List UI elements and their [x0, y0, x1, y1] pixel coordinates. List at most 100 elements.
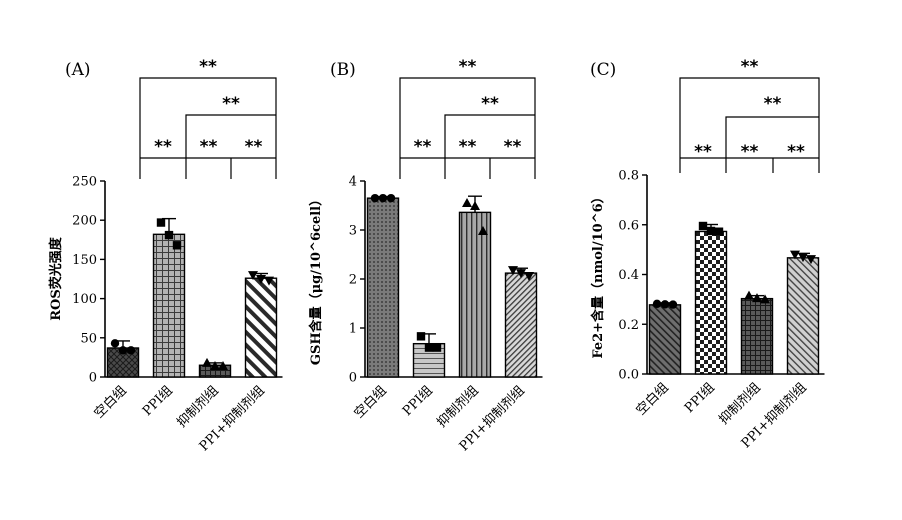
y-tick-label: 3 — [349, 224, 357, 239]
y-tick-label: 4 — [349, 175, 357, 190]
data-point — [126, 346, 136, 355]
panel-label: (A) — [65, 60, 91, 80]
data-point — [462, 198, 472, 208]
bar-2 — [694, 230, 728, 375]
data-point — [424, 343, 434, 352]
bar-4 — [786, 257, 820, 375]
data-point — [508, 266, 518, 276]
sig-bracket-outer — [399, 77, 536, 179]
data-point — [248, 271, 258, 281]
x-category-label: 空白组 — [633, 380, 672, 419]
data-point — [470, 200, 480, 210]
significance-mark: ** — [245, 137, 263, 157]
data-point — [264, 276, 274, 286]
y-tick-label: 1 — [349, 322, 357, 337]
y-tick-label: 0.2 — [618, 318, 639, 333]
significance-mark: ** — [414, 137, 432, 157]
data-point — [714, 227, 724, 236]
y-tick-label: 0 — [89, 371, 97, 386]
y-tick-label: 0.0 — [618, 368, 639, 383]
data-point — [118, 346, 128, 355]
data-point — [256, 275, 266, 284]
chart-panel-3: (C) 0.0 0.2 0.4 0.6 0.8 Fe2+含量（nmol/10^6） 空白组 PP… — [590, 57, 825, 451]
data-point — [110, 339, 120, 348]
bar-4 — [244, 277, 278, 378]
y-axis-title: ROS荧光强度 — [48, 236, 64, 321]
significance-mark: ** — [459, 137, 477, 157]
data-point — [172, 241, 182, 250]
significance-mark: ** — [741, 57, 759, 77]
data-point — [524, 272, 534, 282]
y-tick-label: 150 — [72, 253, 97, 268]
sig-bracket-inner — [444, 114, 535, 158]
data-point — [798, 253, 808, 263]
data-point — [210, 361, 220, 371]
bar-3 — [458, 211, 492, 378]
bar-1 — [648, 304, 682, 375]
data-point — [668, 300, 678, 309]
significance-mark: ** — [222, 94, 240, 114]
y-tick-label: 0.8 — [618, 169, 639, 184]
y-tick-label: 100 — [72, 292, 97, 307]
data-point — [478, 225, 488, 235]
bar-4 — [504, 272, 538, 378]
x-category-label: 空白组 — [351, 383, 390, 422]
data-point — [386, 193, 396, 203]
sig-bracket-inner — [725, 116, 819, 158]
x-category-label: 抑制剂组 — [434, 383, 481, 430]
data-point — [202, 357, 212, 367]
data-point — [156, 218, 166, 227]
sig-bracket-outer — [139, 77, 277, 179]
significance-mark: ** — [741, 142, 759, 162]
y-tick-label: 2 — [349, 273, 357, 288]
data-point — [790, 250, 800, 260]
significance-mark: ** — [154, 137, 172, 157]
data-point — [378, 193, 388, 203]
data-point — [416, 332, 426, 341]
data-point — [432, 343, 442, 352]
sig-bracket-outer — [679, 77, 820, 173]
x-category-label: PPI组 — [140, 383, 176, 419]
data-point — [516, 269, 526, 279]
x-category-label: 抑制剂组 — [716, 380, 763, 427]
panel-label: (B) — [330, 60, 356, 80]
significance-mark: ** — [787, 142, 805, 162]
data-point — [760, 294, 770, 304]
significance-mark: ** — [459, 57, 477, 77]
data-point — [806, 255, 816, 265]
x-category-label: 空白组 — [91, 383, 130, 422]
significance-mark: ** — [504, 137, 522, 157]
data-point — [652, 299, 662, 309]
y-tick-label: 200 — [72, 214, 97, 229]
data-point — [744, 290, 754, 300]
significance-mark: ** — [694, 142, 712, 162]
y-tick-label: 0.4 — [618, 268, 639, 283]
y-tick-label: 0.6 — [618, 218, 639, 233]
x-category-label: PPI组 — [400, 383, 436, 419]
data-point — [370, 193, 380, 203]
x-category-label: PPI组 — [682, 380, 718, 416]
bar-2 — [152, 233, 186, 378]
significance-mark: ** — [481, 94, 499, 114]
significance-mark: ** — [199, 57, 217, 77]
bar-1 — [366, 197, 400, 378]
data-point — [218, 361, 228, 371]
sig-bracket-inner — [185, 114, 276, 158]
y-tick-label: 250 — [72, 175, 97, 190]
data-point — [706, 226, 716, 236]
bar-3 — [740, 297, 774, 375]
panel-label: (C) — [590, 60, 616, 80]
y-tick-label: 50 — [80, 331, 97, 346]
y-axis-title: GSH含量（μg/10^6cell） — [308, 193, 324, 365]
data-point — [164, 230, 174, 240]
y-tick-label: 0 — [349, 371, 357, 386]
data-point — [698, 221, 708, 231]
significance-mark: ** — [200, 137, 218, 157]
y-axis-title: Fe2+含量（nmol/10^6） — [590, 190, 606, 358]
x-category-label: 抑制剂组 — [174, 383, 221, 430]
significance-mark: ** — [764, 94, 782, 114]
data-point — [660, 300, 670, 309]
